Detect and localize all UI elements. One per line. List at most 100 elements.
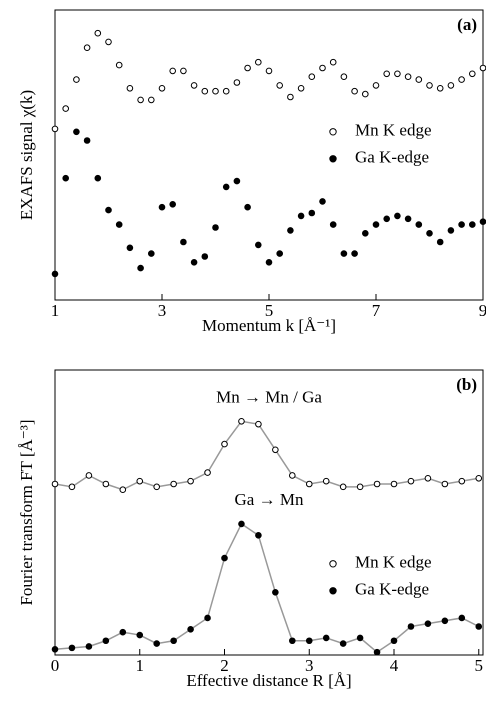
- data-point: [233, 79, 241, 86]
- data-point: [340, 250, 348, 257]
- data-point: [475, 623, 483, 630]
- data-point: [373, 480, 381, 488]
- data-point: [221, 554, 228, 562]
- data-point: [158, 203, 166, 211]
- data-point: [115, 61, 123, 69]
- data-point: [148, 96, 155, 104]
- data-point: [187, 477, 194, 485]
- data-point: [426, 230, 433, 237]
- series: [51, 128, 486, 278]
- data-point: [351, 87, 358, 95]
- data-point: [305, 637, 313, 645]
- data-point: [469, 221, 476, 228]
- legend-marker: [329, 587, 337, 595]
- data-point: [265, 67, 273, 75]
- data-point: [329, 221, 337, 228]
- data-point: [153, 640, 161, 647]
- data-point: [221, 440, 228, 448]
- data-point: [233, 177, 241, 185]
- x-tick-label: 2: [220, 656, 229, 675]
- data-point: [201, 87, 209, 95]
- data-point: [383, 70, 391, 78]
- data-point: [458, 76, 465, 83]
- legend-marker: [329, 560, 337, 568]
- data-point: [426, 82, 433, 89]
- data-point: [254, 241, 262, 249]
- data-point: [339, 640, 347, 647]
- data-point: [94, 29, 102, 37]
- data-point: [255, 532, 262, 539]
- series: [51, 418, 483, 494]
- data-point: [287, 93, 294, 101]
- data-point: [287, 227, 294, 234]
- annotation: Ga → Mn: [235, 490, 304, 509]
- data-point: [212, 224, 219, 231]
- data-point: [362, 230, 369, 237]
- data-point: [441, 617, 449, 625]
- data-point: [73, 76, 80, 83]
- data-point: [204, 469, 211, 476]
- x-tick-label: 3: [305, 656, 314, 675]
- data-point: [85, 643, 93, 650]
- data-point: [475, 475, 483, 482]
- data-point: [204, 614, 211, 622]
- x-tick-label: 0: [51, 656, 60, 675]
- data-point: [51, 125, 59, 133]
- data-point: [329, 58, 337, 66]
- data-point: [424, 620, 432, 627]
- x-tick-label: 1: [51, 301, 60, 320]
- data-point: [447, 82, 455, 89]
- y-axis-label: Fourier transform FT [Å⁻³]: [17, 419, 36, 605]
- data-point: [83, 137, 91, 144]
- series: [51, 29, 486, 133]
- legend-label: Ga K-edge: [355, 148, 429, 167]
- data-point: [119, 486, 127, 494]
- data-point: [187, 626, 194, 633]
- data-point: [190, 82, 198, 89]
- data-point: [458, 614, 466, 622]
- x-tick-label: 5: [265, 301, 274, 320]
- data-point: [68, 483, 76, 491]
- data-point: [83, 44, 91, 52]
- data-point: [479, 218, 486, 225]
- data-point: [115, 221, 123, 228]
- x-tick-label: 3: [158, 301, 167, 320]
- data-point: [390, 480, 398, 488]
- data-point: [297, 85, 305, 92]
- legend-marker: [329, 155, 337, 163]
- x-tick-label: 9: [479, 301, 486, 320]
- data-point: [308, 73, 316, 80]
- x-tick-label: 4: [390, 656, 399, 675]
- data-point: [105, 206, 112, 214]
- data-point: [153, 483, 161, 491]
- data-point: [447, 227, 455, 234]
- data-point: [190, 259, 198, 266]
- data-point: [339, 483, 347, 491]
- data-point: [51, 480, 59, 488]
- fit-line: [54, 420, 479, 491]
- data-point: [372, 221, 380, 228]
- data-point: [73, 128, 80, 136]
- x-tick-label: 5: [475, 656, 484, 675]
- data-point: [169, 67, 176, 75]
- data-point: [272, 589, 279, 596]
- data-point: [436, 238, 444, 246]
- data-point: [180, 67, 187, 75]
- data-point: [68, 644, 76, 652]
- data-point: [170, 480, 177, 488]
- data-point: [322, 634, 330, 642]
- data-point: [102, 480, 110, 488]
- data-point: [441, 480, 449, 488]
- data-point: [362, 90, 369, 98]
- data-point: [119, 628, 127, 636]
- data-point: [265, 259, 273, 266]
- data-point: [212, 87, 219, 95]
- data-point: [94, 174, 102, 182]
- data-point: [373, 648, 381, 656]
- axis-box: [54, 369, 484, 656]
- data-point: [222, 183, 230, 191]
- data-point: [137, 264, 144, 272]
- data-point: [308, 209, 316, 217]
- data-point: [276, 82, 284, 89]
- annotation: Mn → Mn / Ga: [216, 387, 322, 406]
